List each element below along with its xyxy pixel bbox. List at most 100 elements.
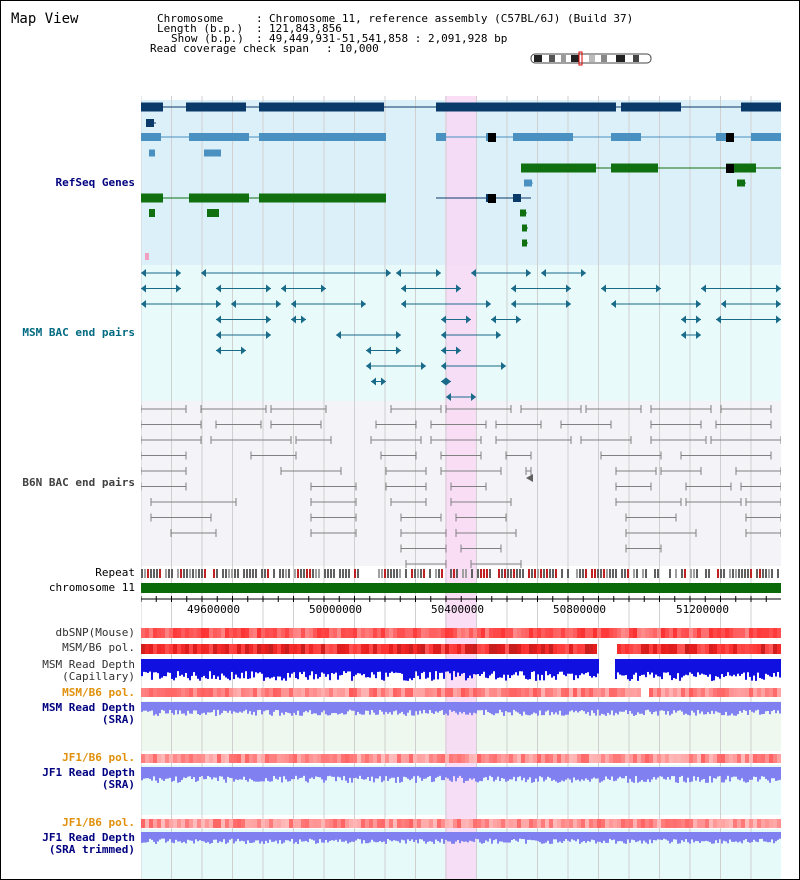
- heat-cell: [353, 644, 357, 654]
- repeat-mark: [750, 569, 752, 578]
- depth-bar: [163, 702, 165, 711]
- depth-bar: [475, 767, 477, 782]
- depth-bar: [333, 767, 335, 777]
- heat-cell: [593, 628, 597, 638]
- heat-cell: [597, 628, 601, 638]
- heat-cell: [465, 819, 469, 828]
- heat-cell: [633, 819, 637, 828]
- depth-bar: [311, 659, 313, 672]
- depth-bar: [633, 832, 635, 841]
- depth-bar: [745, 659, 747, 680]
- heat-cell: [473, 644, 477, 654]
- heat-cell: [589, 754, 593, 763]
- depth-bar: [315, 767, 317, 777]
- depth-bar: [221, 702, 223, 714]
- depth-bar: [333, 832, 335, 841]
- depth-bar: [333, 702, 335, 713]
- depth-bar: [717, 659, 719, 677]
- depth-bar: [371, 832, 373, 840]
- heat-cell: [621, 628, 625, 638]
- depth-bar: [739, 832, 741, 842]
- depth-bar: [255, 659, 257, 673]
- heat-cell: [197, 628, 201, 638]
- repeat-mark: [732, 569, 734, 578]
- depth-bar: [741, 659, 743, 674]
- repeat-mark: [273, 569, 275, 578]
- heat-cell: [217, 628, 221, 638]
- heat-cell: [689, 819, 693, 828]
- depth-bar: [451, 659, 453, 681]
- depth-bar: [667, 659, 669, 673]
- heat-cell: [169, 644, 173, 654]
- heat-cell: [301, 628, 305, 638]
- heat-cell: [369, 644, 373, 654]
- depth-bar: [149, 767, 151, 779]
- track-label-b6n-bac[interactable]: B6N BAC end pairs: [22, 476, 135, 489]
- depth-bar: [579, 832, 581, 844]
- heat-cell: [525, 819, 529, 828]
- depth-bar: [623, 702, 625, 712]
- heat-cell: [429, 819, 433, 828]
- heat-cell: [205, 754, 209, 763]
- heat-cell: [385, 628, 389, 638]
- depth-bar: [497, 702, 499, 714]
- heat-cell: [461, 754, 465, 763]
- depth-bar: [759, 767, 761, 780]
- axis-tick-label: 49600000: [187, 603, 240, 616]
- heat-cell: [201, 688, 205, 697]
- heat-cell: [477, 688, 481, 697]
- depth-bar: [219, 832, 221, 842]
- depth-bar: [393, 702, 395, 712]
- gene-exon: [186, 102, 246, 112]
- depth-bar: [473, 832, 475, 843]
- depth-bar: [499, 702, 501, 710]
- heat-cell: [345, 644, 349, 654]
- heat-cell: [709, 688, 713, 697]
- feature-canvas[interactable]: [141, 93, 781, 879]
- depth-bar: [753, 702, 755, 713]
- heat-cell: [553, 819, 557, 828]
- heat-cell: [153, 819, 157, 828]
- heat-cell: [477, 644, 481, 654]
- depth-bar: [387, 832, 389, 839]
- heat-cell: [609, 688, 613, 697]
- track-label-refseq[interactable]: RefSeq Genes: [55, 176, 135, 189]
- repeat-mark: [531, 569, 533, 578]
- heat-cell: [761, 819, 765, 828]
- track-label-msm-bac[interactable]: MSM BAC end pairs: [22, 326, 135, 339]
- depth-bar: [293, 767, 295, 780]
- depth-bar: [541, 659, 543, 675]
- depth-bar: [307, 702, 309, 713]
- depth-bar: [727, 767, 729, 776]
- depth-bar: [279, 659, 281, 677]
- heat-cell: [225, 819, 229, 828]
- heat-cell: [721, 754, 725, 763]
- repeat-mark: [249, 569, 251, 578]
- depth-bar: [507, 659, 509, 675]
- depth-bar: [387, 659, 389, 677]
- depth-bar: [413, 767, 415, 777]
- depth-bar: [217, 767, 219, 781]
- depth-bar: [397, 702, 399, 715]
- depth-bar: [269, 702, 271, 715]
- depth-bar: [395, 832, 397, 841]
- heat-cell: [381, 688, 385, 697]
- bac-end-marker: [441, 315, 446, 324]
- depth-bar: [737, 659, 739, 674]
- heat-cell: [749, 754, 753, 763]
- depth-bar: [649, 832, 651, 840]
- depth-bar: [581, 832, 583, 843]
- depth-bar: [401, 702, 403, 712]
- heat-cell: [493, 819, 497, 828]
- depth-bar: [351, 659, 353, 681]
- heat-cell: [249, 688, 253, 697]
- heat-cell: [569, 628, 573, 638]
- repeat-mark: [309, 569, 311, 578]
- depth-bar: [691, 659, 693, 674]
- bac-end-marker: [231, 300, 236, 308]
- depth-bar: [665, 702, 667, 715]
- depth-bar: [177, 659, 179, 672]
- depth-bar: [521, 659, 523, 672]
- depth-bar: [427, 659, 429, 678]
- heat-cell: [389, 688, 393, 697]
